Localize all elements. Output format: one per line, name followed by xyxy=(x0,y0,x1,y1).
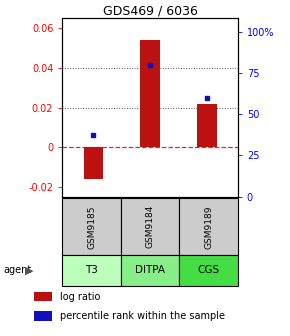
Text: T3: T3 xyxy=(85,265,98,276)
Bar xyxy=(197,103,217,147)
Bar xyxy=(84,147,103,179)
Text: GSM9185: GSM9185 xyxy=(87,205,96,249)
Bar xyxy=(121,198,179,255)
Bar xyxy=(62,255,121,286)
Bar xyxy=(121,255,179,286)
Text: CGS: CGS xyxy=(197,265,220,276)
Bar xyxy=(140,40,160,147)
Bar xyxy=(34,311,52,321)
Bar xyxy=(179,198,238,255)
Text: GSM9189: GSM9189 xyxy=(204,205,213,249)
Bar xyxy=(34,292,52,301)
Bar xyxy=(62,198,121,255)
Text: log ratio: log ratio xyxy=(60,292,100,302)
Text: GSM9184: GSM9184 xyxy=(146,205,155,249)
Text: ▶: ▶ xyxy=(25,265,33,276)
Text: agent: agent xyxy=(3,265,31,276)
Title: GDS469 / 6036: GDS469 / 6036 xyxy=(103,4,197,17)
Text: percentile rank within the sample: percentile rank within the sample xyxy=(60,311,225,321)
Text: DITPA: DITPA xyxy=(135,265,165,276)
Bar xyxy=(179,255,238,286)
